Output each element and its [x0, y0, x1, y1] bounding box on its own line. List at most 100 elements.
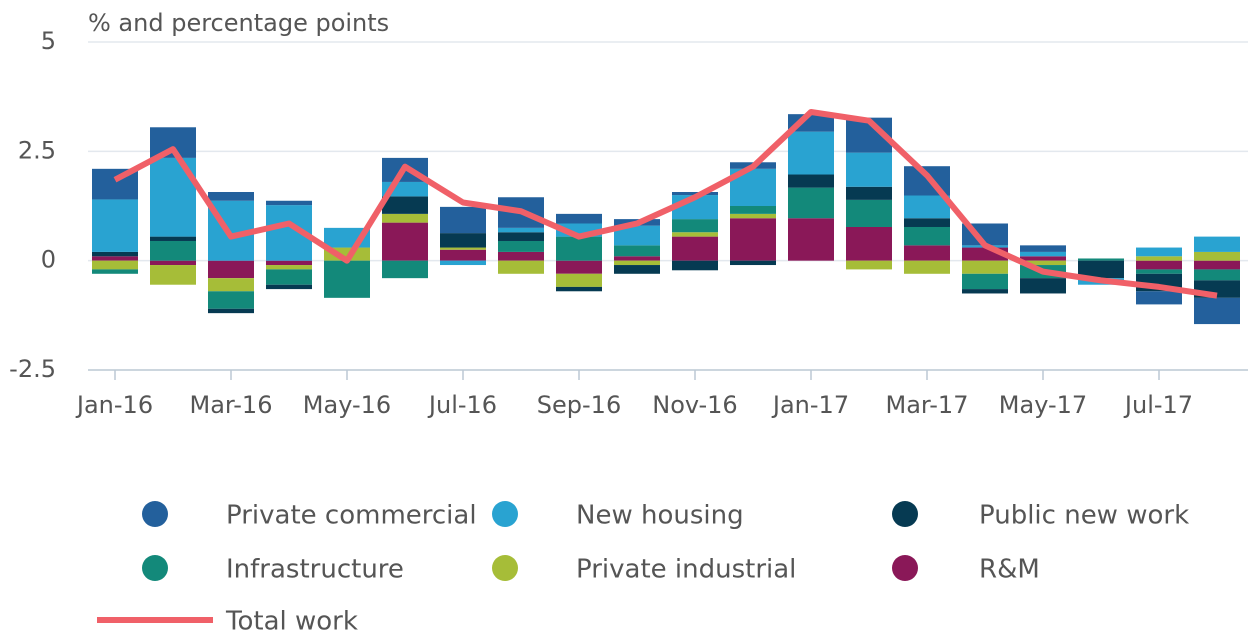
- bar-segment: [788, 218, 834, 261]
- bar-segment: [208, 291, 254, 309]
- bar-segment: [788, 174, 834, 188]
- y-tick-label: 2.5: [18, 136, 56, 164]
- bar-segment: [1020, 260, 1066, 266]
- chart-title: % and percentage points: [88, 9, 389, 37]
- bar-segment: [1020, 278, 1066, 294]
- bar-segment: [382, 196, 428, 214]
- legend-label: Infrastructure: [226, 555, 404, 585]
- bar-segment: [208, 278, 254, 292]
- bar-segment: [208, 192, 254, 201]
- bar-segment: [904, 245, 950, 261]
- bar-segment: [904, 218, 950, 227]
- bar-segment: [730, 213, 776, 219]
- legend-label: Public new work: [979, 501, 1189, 531]
- bar-segment: [92, 269, 138, 274]
- bar-segment: [904, 195, 950, 219]
- legend-swatch: [142, 555, 168, 581]
- legend-label: Private industrial: [576, 555, 796, 585]
- bar-segment: [1136, 269, 1182, 274]
- bar-segment: [614, 265, 660, 274]
- bar-segment: [1136, 260, 1182, 270]
- bar-segment: [266, 200, 312, 206]
- bar-segment: [266, 260, 312, 266]
- bar-segment: [672, 236, 718, 261]
- x-tick-label: Jul-17: [1123, 391, 1193, 419]
- bar-segment: [266, 284, 312, 290]
- bar-segment: [150, 260, 196, 266]
- bar-segment: [846, 186, 892, 200]
- legend: Private commercial New housing Public new …: [97, 501, 1189, 631]
- bar-segment: [150, 236, 196, 241]
- bar-segment: [440, 233, 486, 248]
- legend-swatch: [892, 555, 918, 581]
- bar-segment: [730, 206, 776, 214]
- bar-segment: [846, 199, 892, 227]
- bar-segment: [498, 227, 544, 233]
- bar-segment: [266, 269, 312, 285]
- bar-segment: [498, 260, 544, 274]
- bar-segment: [382, 260, 428, 279]
- total-line: [113, 108, 1218, 299]
- bar-segment: [556, 236, 602, 261]
- x-tick-label: Sep-16: [537, 391, 621, 419]
- y-tick-label: 0: [41, 246, 56, 274]
- bar-segment: [788, 187, 834, 219]
- bar-segment: [730, 218, 776, 261]
- bar-segment: [150, 265, 196, 285]
- bar-segment: [846, 152, 892, 187]
- bar-segment: [672, 219, 718, 233]
- bar-segment: [1136, 256, 1182, 261]
- x-tick-label: May-17: [999, 391, 1087, 419]
- bar-segment: [498, 240, 544, 252]
- bar-segment: [962, 273, 1008, 290]
- y-tick-label: -2.5: [9, 355, 56, 383]
- bar-segment: [614, 245, 660, 257]
- bar-segment: [962, 260, 1008, 274]
- bar-segment: [1194, 297, 1240, 325]
- bar-segment: [498, 251, 544, 261]
- bar-segment: [556, 260, 602, 274]
- bar-segment: [1194, 251, 1240, 261]
- x-tick-label: Mar-16: [190, 391, 273, 419]
- bar-segment: [962, 289, 1008, 294]
- bar-segment: [672, 192, 718, 196]
- x-tick-label: Jan-17: [771, 391, 849, 419]
- bar-segment: [382, 213, 428, 223]
- bar-segment: [556, 286, 602, 292]
- bar-segment: [440, 206, 486, 234]
- bar-segment: [614, 260, 660, 266]
- bar-segment: [556, 213, 602, 224]
- bar-segment: [1194, 269, 1240, 281]
- bar-segment: [1020, 245, 1066, 252]
- bar-segment: [92, 260, 138, 270]
- x-tick-label: Mar-17: [886, 391, 969, 419]
- legend-label: New housing: [576, 501, 744, 531]
- bar-segment: [1020, 256, 1066, 261]
- bar-segment: [92, 251, 138, 257]
- legend-label: R&M: [979, 555, 1040, 585]
- x-tick-label: Jan-16: [75, 391, 153, 419]
- bar-segment: [904, 260, 950, 274]
- bar-segment: [1194, 236, 1240, 252]
- legend-label: Private commercial: [226, 501, 477, 531]
- y-tick-label: 5: [41, 27, 56, 55]
- bar-segment: [1194, 260, 1240, 270]
- bar-segment: [672, 260, 718, 271]
- bar-segment: [614, 256, 660, 261]
- bar-segment: [846, 226, 892, 261]
- bar-segment: [440, 247, 486, 250]
- legend-swatch: [892, 501, 918, 527]
- bar-segment: [788, 114, 834, 132]
- bar-segment: [324, 260, 370, 298]
- legend-swatch: [492, 501, 518, 527]
- bar-segment: [440, 260, 486, 266]
- bar-segment: [498, 232, 544, 241]
- legend-swatch: [492, 555, 518, 581]
- bar-segment: [788, 131, 834, 175]
- bar-segment: [208, 308, 254, 314]
- bar-segment: [730, 260, 776, 266]
- bar-segment: [440, 249, 486, 261]
- bar-segment: [846, 260, 892, 270]
- bar-segment: [92, 256, 138, 261]
- legend-label: Total work: [225, 607, 358, 631]
